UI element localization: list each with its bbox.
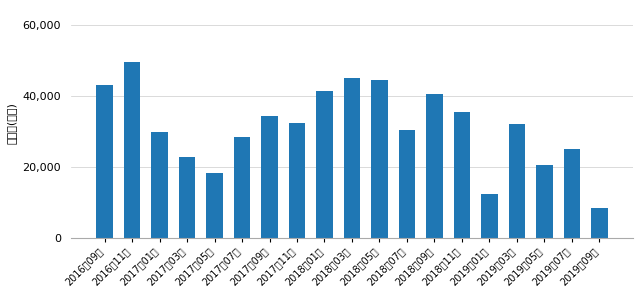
Bar — [234, 137, 250, 238]
Bar — [316, 91, 333, 238]
Bar — [426, 94, 443, 238]
Bar — [124, 62, 140, 238]
Bar — [536, 166, 552, 238]
Bar — [261, 116, 278, 238]
Bar — [206, 173, 223, 238]
Bar — [97, 85, 113, 238]
Bar — [564, 149, 580, 238]
Y-axis label: 거래량(건수): 거래량(건수) — [7, 102, 17, 144]
Bar — [151, 132, 168, 238]
Bar — [591, 208, 607, 238]
Bar — [344, 78, 360, 238]
Bar — [454, 112, 470, 238]
Bar — [179, 156, 195, 238]
Bar — [289, 123, 305, 238]
Bar — [399, 130, 415, 238]
Bar — [481, 194, 497, 238]
Bar — [509, 124, 525, 238]
Bar — [371, 80, 388, 238]
